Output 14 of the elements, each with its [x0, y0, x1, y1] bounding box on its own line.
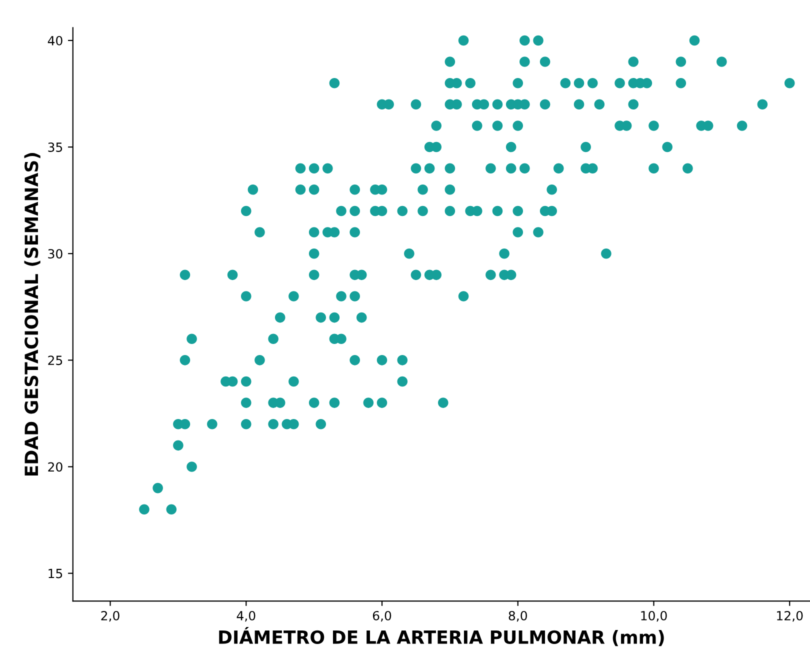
- y-tick-label: 35: [48, 142, 62, 152]
- y-tick-label: 15: [48, 568, 62, 578]
- y-tick-label: 25: [48, 356, 62, 366]
- y-axis-title: EDAD GESTACIONAL (SEMANAS): [24, 153, 40, 476]
- x-axis-title: DIÁMETRO DE LA ARTERIA PULMONAR (mm): [219, 627, 664, 646]
- y-tick-label: 20: [48, 462, 62, 472]
- y-tick-label: 30: [48, 249, 62, 259]
- x-tick-label: 8,0: [508, 610, 527, 622]
- x-tick-label: 4,0: [236, 610, 256, 622]
- y-tick-label: 40: [48, 36, 62, 46]
- x-tick-label: 2,0: [101, 610, 120, 622]
- x-tick-label: 12,0: [777, 610, 803, 622]
- x-tick-label: 10,0: [641, 610, 667, 622]
- x-tick-label: 6,0: [372, 610, 392, 622]
